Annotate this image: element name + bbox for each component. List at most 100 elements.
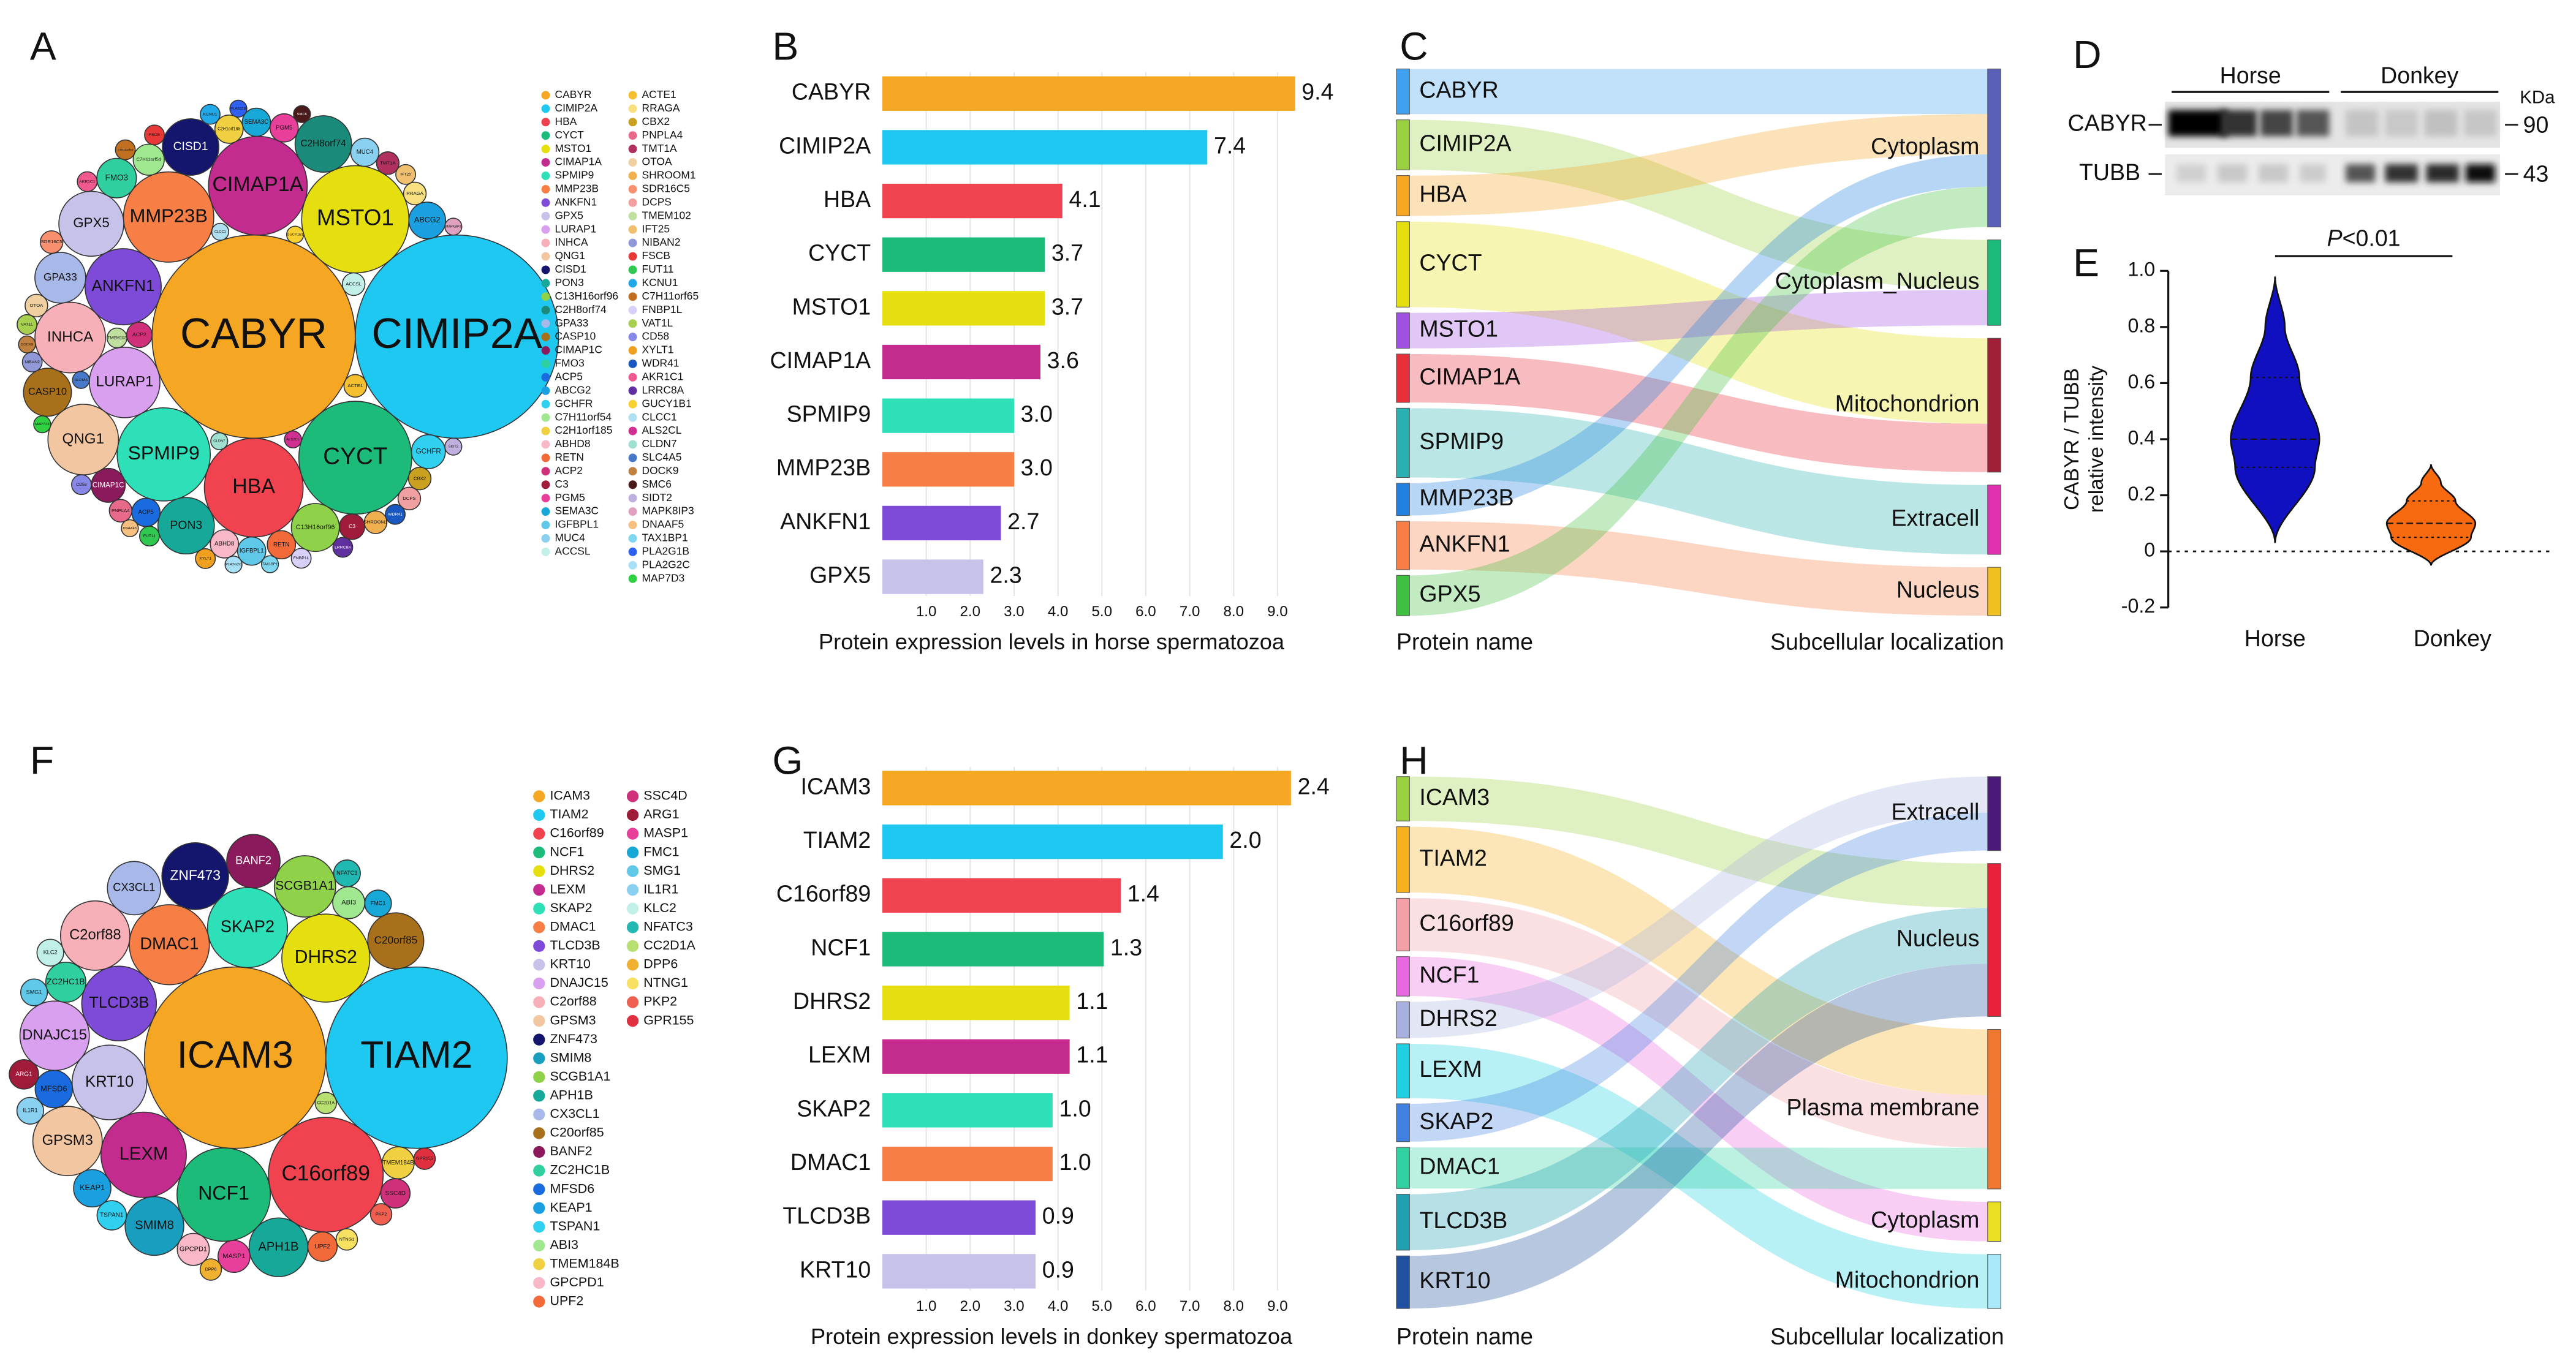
bubble-label: C13H16orf96 [296, 524, 335, 531]
right-title: Subcellular localization [1770, 1323, 2004, 1349]
legend-swatch [541, 372, 550, 382]
bar [882, 932, 1104, 967]
flow [1409, 964, 1988, 1309]
legend-label: MASP1 [643, 826, 688, 840]
bubble-label: ALS2CL [286, 438, 300, 442]
legend-label: GPX5 [555, 209, 583, 221]
category-label: GPX5 [809, 562, 871, 587]
band [2176, 164, 2207, 183]
bubble [16, 1096, 44, 1125]
legend-swatch [533, 1052, 545, 1065]
value-label: 3.0 [1021, 455, 1053, 480]
flow [1409, 114, 1988, 216]
bubble-label: GPX5 [73, 215, 109, 230]
legend-label: DPP6 [643, 957, 678, 972]
legend-swatch [541, 319, 550, 328]
left-node [1396, 826, 1410, 893]
bubble [397, 486, 422, 511]
legend-swatch [541, 346, 550, 355]
bar [882, 237, 1045, 272]
bubble [363, 510, 388, 534]
panel-letter: F [30, 738, 54, 782]
bubble-label: MMP23B [130, 205, 208, 226]
bubble-label: ABCG2 [414, 216, 441, 224]
legend-label: CASP10 [555, 330, 596, 342]
band [2259, 164, 2289, 183]
bar [882, 505, 1001, 541]
value-label: 0.9 [1042, 1203, 1074, 1229]
legend-label: GCHFR [555, 397, 593, 409]
legend-label: CIMAP1A [555, 156, 602, 168]
bubble-label: TMEM184B [382, 1160, 414, 1166]
bubble-label: CISD1 [173, 140, 208, 153]
legend-label: SPMIP9 [555, 169, 594, 181]
right-node-label: Nucleus [1896, 925, 1980, 951]
legend-swatch [533, 977, 545, 990]
left-node [1396, 69, 1410, 115]
bubble [132, 143, 165, 176]
right-node-label: Nucleus [1896, 577, 1980, 603]
legend-swatch [541, 211, 550, 221]
legend-label: ACTE1 [642, 88, 676, 100]
flow [1409, 908, 1988, 1250]
legend-swatch [626, 996, 639, 1008]
legend-label: ZNF473 [550, 1032, 597, 1046]
legend-swatch [628, 198, 637, 207]
category-label: ICAM3 [801, 773, 871, 799]
legend-label: NIBAN2 [642, 236, 681, 248]
legend-swatch [628, 372, 637, 382]
bubble-label: FNBP1L [294, 556, 309, 560]
legend-label: SLC4A5 [642, 451, 682, 463]
legend-swatch [626, 921, 639, 934]
bubble-label: CC2D1A [317, 1100, 335, 1106]
bubble [385, 504, 406, 525]
bubble-label: IGFBPL1 [240, 548, 264, 554]
bubble [333, 859, 361, 888]
legend-swatch [628, 333, 637, 342]
legend-label: ACP2 [555, 464, 583, 477]
value-label: 2.3 [990, 562, 1022, 587]
legend-label: CD58 [642, 330, 670, 342]
legend-label: SSC4D [643, 788, 687, 803]
legend-label: LURAP1 [555, 222, 597, 235]
legend-label: PLA2G1B [642, 545, 689, 557]
right-node-label: Extracell [1892, 505, 1980, 530]
legend-label: NCF1 [550, 844, 584, 859]
bubble [176, 1232, 210, 1266]
legend-label: KCNU1 [642, 276, 678, 289]
legend-label: SKAP2 [550, 900, 592, 915]
category-label: C16orf89 [776, 881, 871, 907]
left-node-label: NCF1 [1419, 962, 1479, 987]
legend-swatch [541, 507, 550, 516]
legend-swatch [541, 265, 550, 274]
legend-label: MUC4 [555, 532, 586, 544]
left-node [1396, 175, 1410, 216]
legend-swatch [541, 118, 550, 127]
bubble [332, 537, 354, 558]
legend-label: APH1B [550, 1087, 593, 1102]
bubble [71, 474, 92, 496]
category-label: CIMAP1A [770, 347, 871, 373]
bar [882, 1039, 1070, 1074]
value-label: 1.4 [1127, 881, 1159, 907]
bubble-label: LEXM [119, 1144, 169, 1164]
bubble-label: ACCSL [346, 281, 362, 287]
bubble [403, 181, 427, 206]
bubble-label: LRRC8A [335, 545, 351, 549]
legend-swatch [533, 1108, 545, 1121]
left-node [1396, 1194, 1410, 1251]
legend-label: MAP7D3 [642, 572, 685, 584]
left-node [1396, 1147, 1410, 1189]
bubble-label: ZNF473 [170, 867, 221, 883]
legend-label: XYLT1 [642, 344, 674, 356]
bubble-label: MUC4 [357, 149, 374, 156]
bubble-label: SCGB1A1 [275, 879, 335, 893]
left-node-label: ANKFN1 [1419, 530, 1510, 556]
legend-swatch [541, 494, 550, 503]
legend-swatch [626, 790, 639, 802]
legend-swatch [628, 386, 637, 395]
category-label: ANKFN1 [780, 508, 871, 534]
legend-swatch [541, 399, 550, 409]
bubble [395, 164, 416, 185]
bubble-label: C2H8orf74 [301, 138, 347, 149]
